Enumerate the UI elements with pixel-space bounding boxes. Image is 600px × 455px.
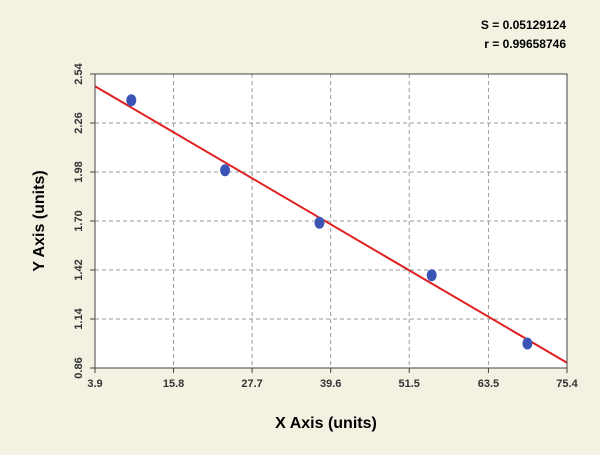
x-tick-label: 3.9: [87, 378, 102, 390]
std-error-label: S = 0.05129124: [480, 18, 566, 32]
x-tick-label: 63.5: [478, 378, 499, 390]
y-tick-label: 0.86: [73, 357, 85, 378]
y-tick-label: 2.26: [73, 112, 85, 133]
y-tick-label: 1.42: [73, 259, 85, 280]
x-axis-title: X Axis (units): [275, 415, 377, 432]
y-tick-label: 2.54: [73, 62, 85, 84]
y-tick-label: 1.98: [73, 161, 85, 182]
plot-frame: [94, 73, 568, 369]
fit-statistics: S = 0.05129124 r = 0.99658746: [481, 16, 566, 54]
y-tick-label: 1.70: [73, 210, 85, 231]
x-tick-label: 15.8: [163, 378, 184, 390]
data-point: [522, 337, 533, 350]
data-point: [220, 164, 231, 177]
fit-line-group: [94, 85, 568, 364]
x-tick-label: 75.4: [556, 378, 578, 390]
grid-lines: [90, 73, 568, 373]
x-tick-labels: 3.9 15.8 27.7 39.6 51.5 63.5 75.4: [87, 378, 578, 390]
data-point: [426, 269, 437, 282]
x-tick-label: 51.5: [399, 378, 420, 390]
fit-line: [94, 85, 568, 364]
data-points: [126, 94, 533, 350]
x-tick-label: 39.6: [320, 378, 341, 390]
y-tick-label: 1.14: [73, 307, 85, 329]
y-tick-labels: 0.86 1.14 1.42 1.70 1.98 2.26 2.54: [73, 62, 85, 378]
y-axis-title: Y Axis (units): [31, 170, 48, 271]
data-point: [126, 94, 137, 107]
data-point: [314, 216, 325, 229]
correlation-label: r = 0.99658746: [484, 37, 566, 51]
x-tick-label: 27.7: [241, 378, 262, 390]
